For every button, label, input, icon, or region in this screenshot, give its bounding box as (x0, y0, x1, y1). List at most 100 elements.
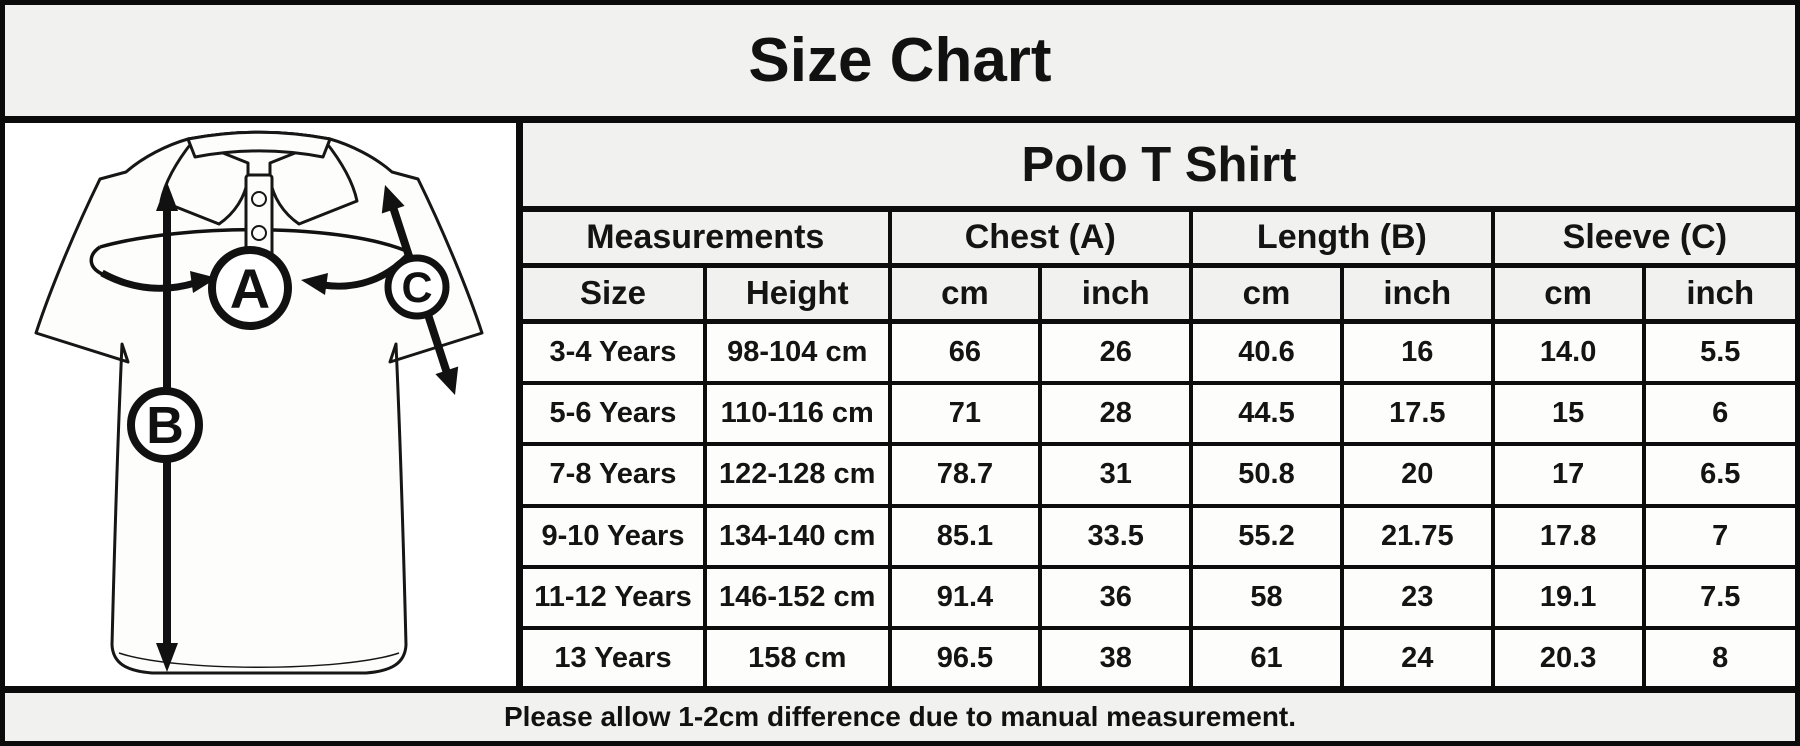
cell-chest-cm: 71 (887, 381, 1043, 447)
group-header-chest: Chest (A) (887, 207, 1194, 268)
group-header-sleeve: Sleeve (C) (1490, 207, 1795, 268)
sleeve-label-circle (384, 254, 450, 320)
cell-sleeve-inch: 7.5 (1641, 564, 1795, 631)
collar-band (186, 130, 332, 159)
cell-sleeve-inch: 8 (1641, 626, 1795, 686)
measurement-note: Please allow 1-2cm difference due to man… (503, 701, 1297, 732)
cell-height: 122-128 cm (702, 442, 892, 508)
title-band: Size Chart (5, 5, 1795, 116)
cell-chest-cm: 66 (887, 318, 1043, 386)
chest-band-left-cap (89, 245, 103, 276)
subheader-chest-cm: cm (887, 263, 1043, 324)
cell-size: 7-8 Years (523, 442, 707, 508)
cell-length-cm: 40.6 (1189, 318, 1344, 386)
table-panel: Polo T Shirt Measurements Chest (A) Leng… (516, 123, 1795, 686)
cell-length-inch: 24 (1339, 626, 1495, 686)
length-label-circle (127, 387, 203, 463)
table-row: 3-4 Years 98-104 cm 66 26 40.6 16 14.0 5… (523, 318, 1795, 386)
cell-height: 158 cm (702, 626, 892, 686)
cell-chest-inch: 31 (1038, 442, 1194, 508)
cell-length-cm: 44.5 (1189, 381, 1344, 447)
shirt-panel: A B C (5, 123, 516, 686)
divider-bottom (5, 686, 1795, 693)
cell-height: 110-116 cm (702, 381, 892, 447)
chest-label-circle (208, 246, 292, 330)
divider-top (5, 116, 1795, 123)
hem-stitch-line (118, 652, 400, 668)
cell-length-inch: 20 (1339, 442, 1495, 508)
cell-sleeve-cm: 19.1 (1490, 564, 1646, 631)
subheader-height: Height (702, 263, 892, 324)
cell-sleeve-cm: 15 (1490, 381, 1646, 447)
shirt-body-outline (34, 130, 484, 675)
cell-chest-inch: 36 (1038, 564, 1194, 631)
cell-height: 134-140 cm (702, 503, 892, 569)
product-header-row: Polo T Shirt (523, 123, 1795, 212)
cell-chest-cm: 91.4 (887, 564, 1043, 631)
cell-sleeve-cm: 14.0 (1490, 318, 1646, 386)
group-header-length: Length (B) (1189, 207, 1495, 268)
polo-shirt-diagram: A B C (34, 130, 484, 675)
table-row: 7-8 Years 122-128 cm 78.7 31 50.8 20 17 … (523, 442, 1795, 508)
group-header-measurements: Measurements (523, 207, 892, 268)
chest-arrow-right-head (301, 273, 328, 295)
cell-sleeve-inch: 6 (1641, 381, 1795, 447)
cell-length-inch: 21.75 (1339, 503, 1495, 569)
button-top (251, 191, 267, 207)
sleeve-arrow-bottom-head (435, 366, 459, 395)
cell-size: 5-6 Years (523, 381, 707, 447)
cell-chest-inch: 33.5 (1038, 503, 1194, 569)
cell-length-inch: 23 (1339, 564, 1495, 631)
cell-sleeve-cm: 17 (1490, 442, 1646, 508)
length-arrow-bottom-head (156, 643, 178, 672)
page-title: Size Chart (748, 26, 1052, 95)
button-bottom (251, 225, 267, 241)
cell-chest-inch: 26 (1038, 318, 1194, 386)
cell-length-cm: 58 (1189, 564, 1344, 631)
cell-size: 13 Years (523, 626, 707, 686)
sub-header-row: Size Height cm inch cm inch cm inch (523, 263, 1795, 324)
subheader-chest-inch: inch (1038, 263, 1194, 324)
content-area: A B C Polo T Shirt (5, 123, 1795, 686)
cell-chest-inch: 28 (1038, 381, 1194, 447)
cell-sleeve-inch: 7 (1641, 503, 1795, 569)
note-band: Please allow 1-2cm difference due to man… (5, 693, 1795, 741)
cell-sleeve-cm: 20.3 (1490, 626, 1646, 686)
cell-chest-cm: 85.1 (887, 503, 1043, 569)
cell-sleeve-inch: 5.5 (1641, 318, 1795, 386)
cell-size: 9-10 Years (523, 503, 707, 569)
cell-height: 146-152 cm (702, 564, 892, 631)
chest-label-letter: A (230, 257, 270, 320)
product-title-cell: Polo T Shirt (523, 123, 1795, 212)
cell-chest-inch: 38 (1038, 626, 1194, 686)
subheader-length-inch: inch (1339, 263, 1495, 324)
cell-sleeve-cm: 17.8 (1490, 503, 1646, 569)
length-label-letter: B (146, 397, 184, 455)
group-header-row: Measurements Chest (A) Length (B) Sleeve… (523, 207, 1795, 268)
cell-sleeve-inch: 6.5 (1641, 442, 1795, 508)
cell-length-cm: 61 (1189, 626, 1344, 686)
length-arrow-top-head (156, 182, 178, 211)
cell-size: 3-4 Years (523, 318, 707, 386)
table-row: 13 Years 158 cm 96.5 38 61 24 20.3 8 (523, 626, 1795, 686)
cell-length-inch: 17.5 (1339, 381, 1495, 447)
subheader-length-cm: cm (1189, 263, 1344, 324)
table-row: 9-10 Years 134-140 cm 85.1 33.5 55.2 21.… (523, 503, 1795, 569)
cell-length-cm: 50.8 (1189, 442, 1344, 508)
cell-length-inch: 16 (1339, 318, 1495, 386)
sleeve-label-letter: C (401, 264, 432, 312)
subheader-size: Size (523, 263, 707, 324)
table-row: 5-6 Years 110-116 cm 71 28 44.5 17.5 15 … (523, 381, 1795, 447)
subheader-sleeve-cm: cm (1490, 263, 1646, 324)
chest-arrow-left-curve (100, 269, 197, 292)
table-row: 11-12 Years 146-152 cm 91.4 36 58 23 19.… (523, 564, 1795, 631)
subheader-sleeve-inch: inch (1641, 263, 1795, 324)
cell-length-cm: 55.2 (1189, 503, 1344, 569)
cell-height: 98-104 cm (702, 318, 892, 386)
size-table: Polo T Shirt Measurements Chest (A) Leng… (523, 123, 1795, 686)
cell-chest-cm: 78.7 (887, 442, 1043, 508)
sleeve-arrow-top-head (381, 185, 405, 214)
cell-chest-cm: 96.5 (887, 626, 1043, 686)
cell-size: 11-12 Years (523, 564, 707, 631)
